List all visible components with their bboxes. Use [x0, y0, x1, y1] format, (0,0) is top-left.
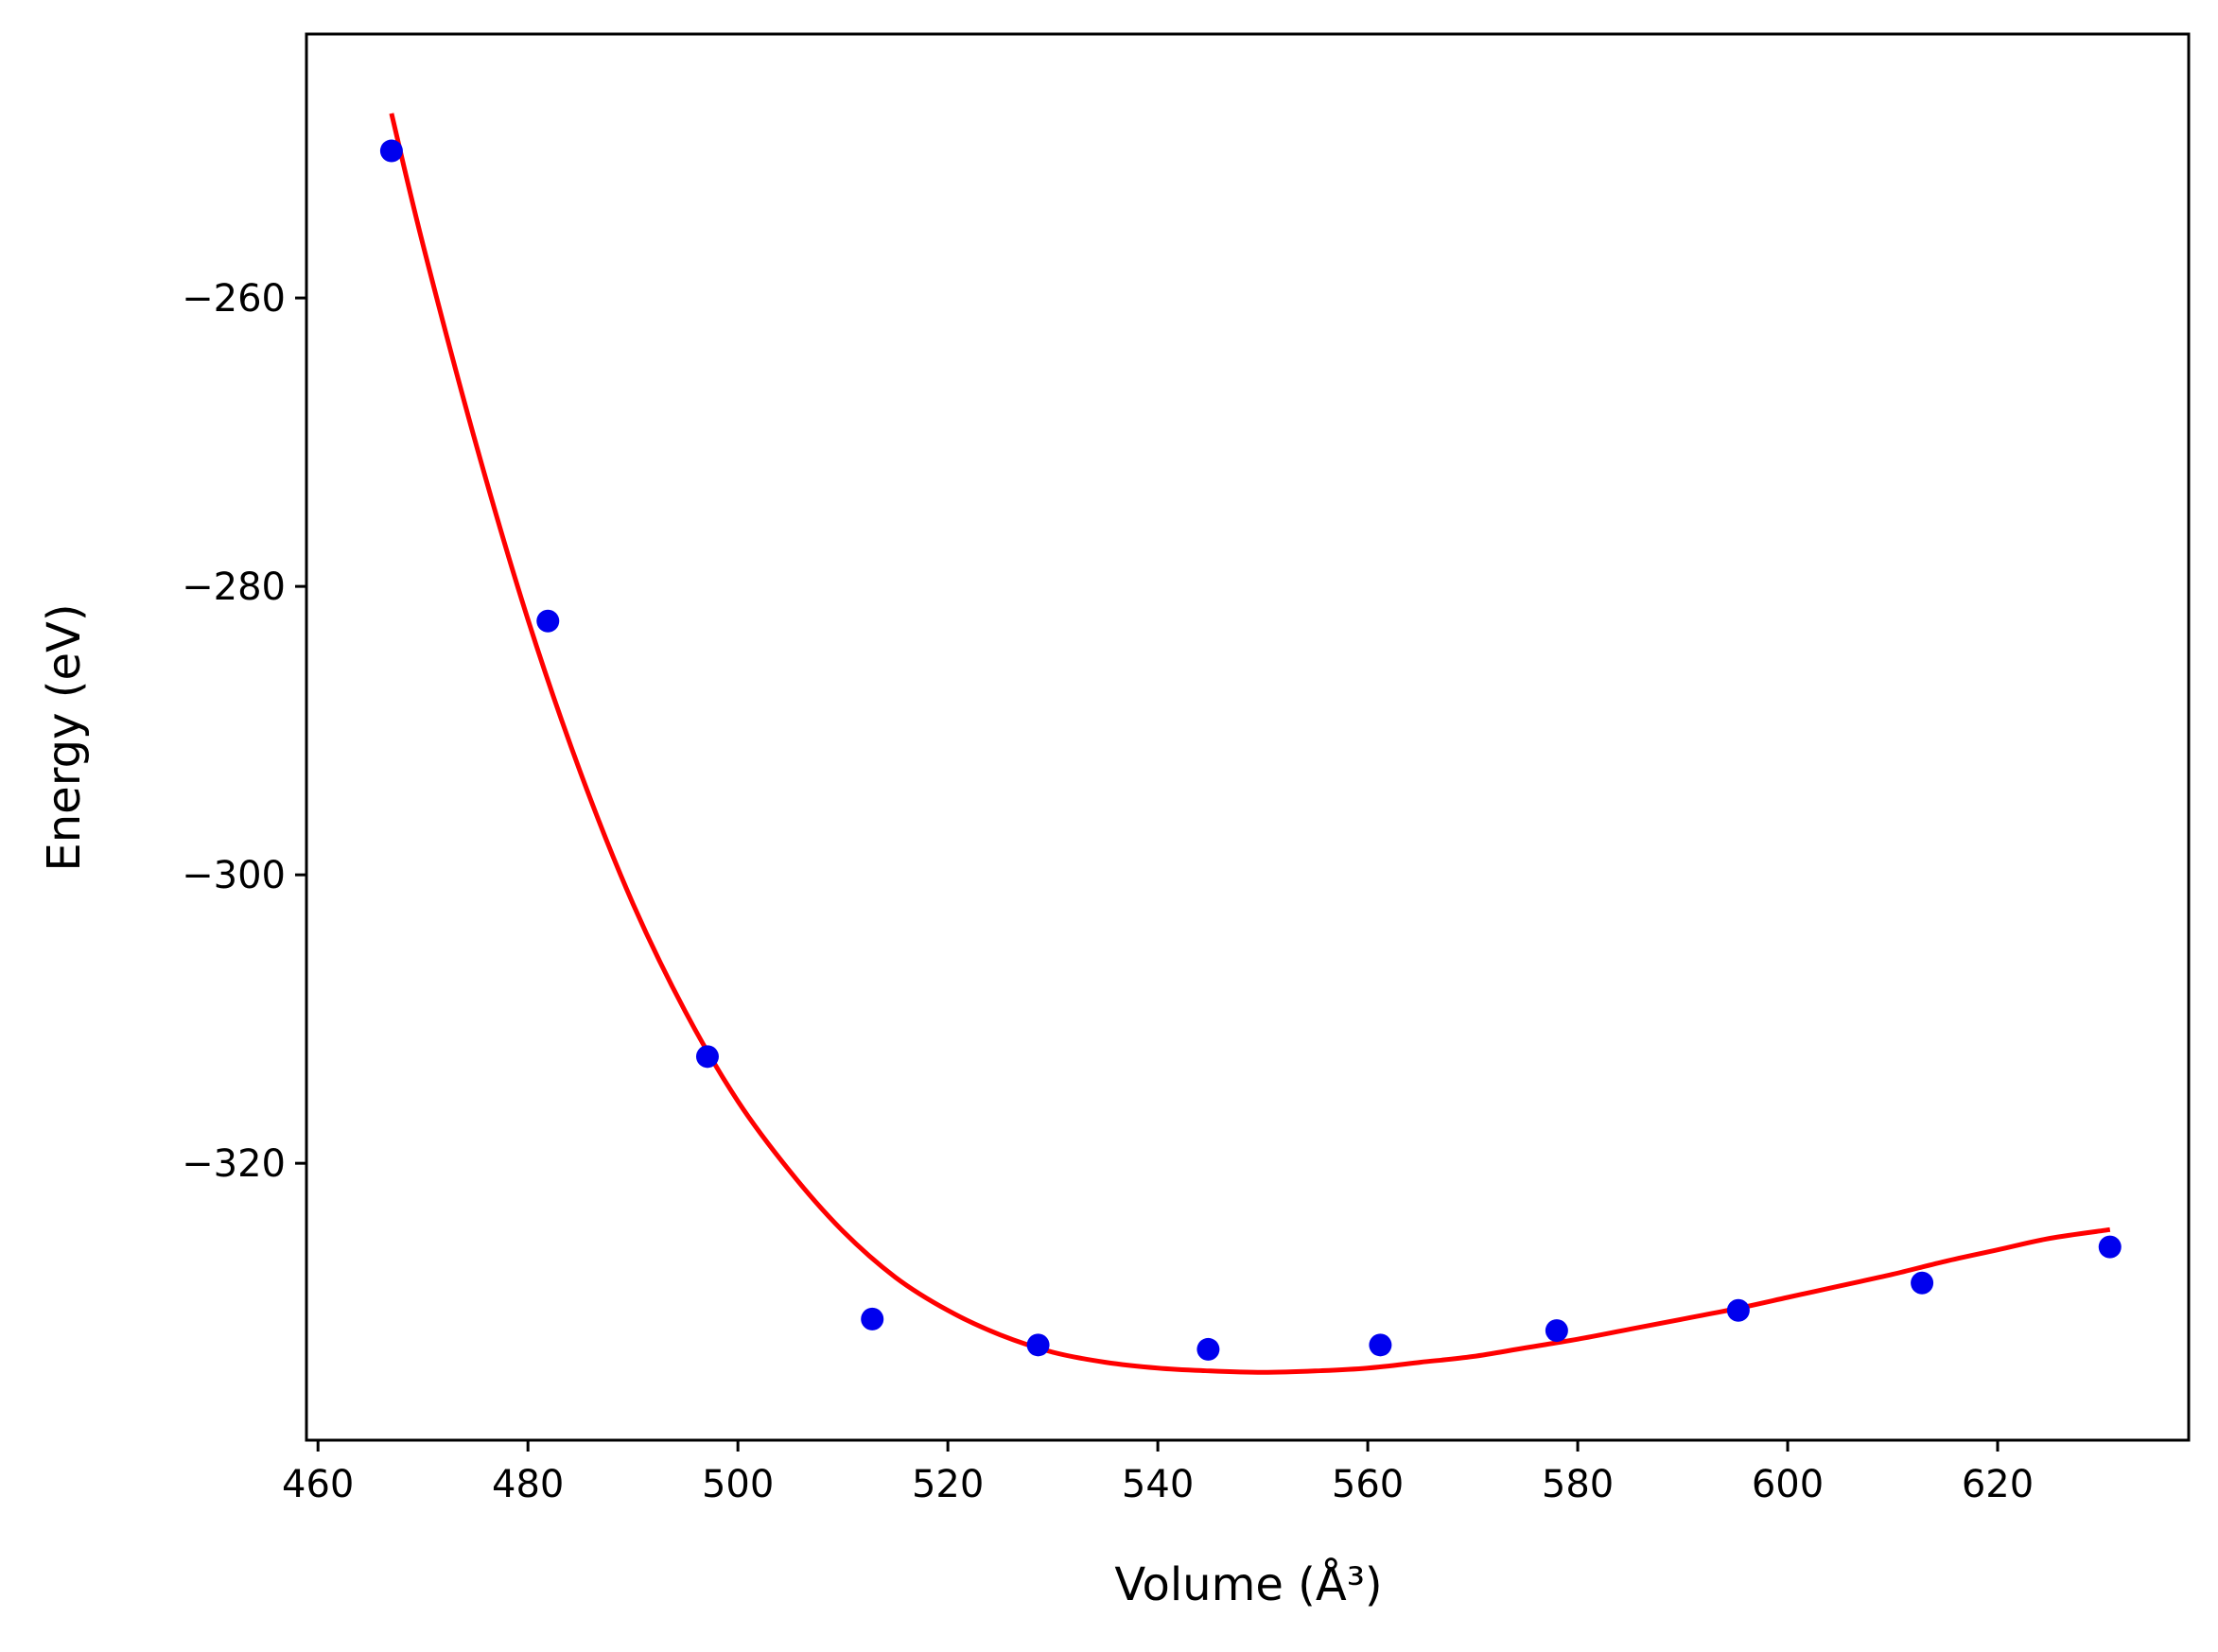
x-tick-label: 580: [1542, 1463, 1614, 1506]
x-tick-label: 500: [702, 1463, 774, 1506]
x-tick-label: 620: [1962, 1463, 2034, 1506]
data-point: [536, 609, 560, 633]
fit-curve-line: [389, 113, 2111, 1375]
data-point: [1726, 1298, 1750, 1322]
data-point: [379, 139, 403, 163]
data-point: [2098, 1235, 2122, 1259]
y-axis-label: Energy (eV): [38, 603, 91, 871]
x-tick-label: 520: [912, 1463, 984, 1506]
data-point: [861, 1307, 884, 1330]
data-point: [1026, 1333, 1050, 1357]
y-axis-ticks: −260 −280 −300 −320: [182, 277, 306, 1186]
x-tick-label: 600: [1752, 1463, 1824, 1506]
data-point: [1369, 1333, 1392, 1357]
data-points: [379, 139, 2122, 1361]
x-tick-label: 540: [1122, 1463, 1194, 1506]
data-point: [1196, 1337, 1220, 1361]
axes-frame: [305, 32, 2191, 1442]
x-tick-label: 460: [282, 1463, 354, 1506]
data-point: [1545, 1319, 1568, 1343]
x-tick-label: 560: [1332, 1463, 1404, 1506]
x-axis-label: Volume (Å³): [1114, 1557, 1382, 1611]
y-tick-label: −280: [182, 565, 286, 609]
plot-area: [379, 113, 2122, 1375]
y-tick-label: −300: [182, 854, 286, 897]
data-point: [1911, 1271, 1934, 1295]
y-tick-label: −320: [182, 1142, 286, 1186]
x-tick-label: 480: [492, 1463, 564, 1506]
data-point: [695, 1045, 719, 1069]
x-axis-ticks: 460 480 500 520 540 560 580 600 620: [282, 1440, 2034, 1506]
y-tick-label: −260: [182, 277, 286, 321]
